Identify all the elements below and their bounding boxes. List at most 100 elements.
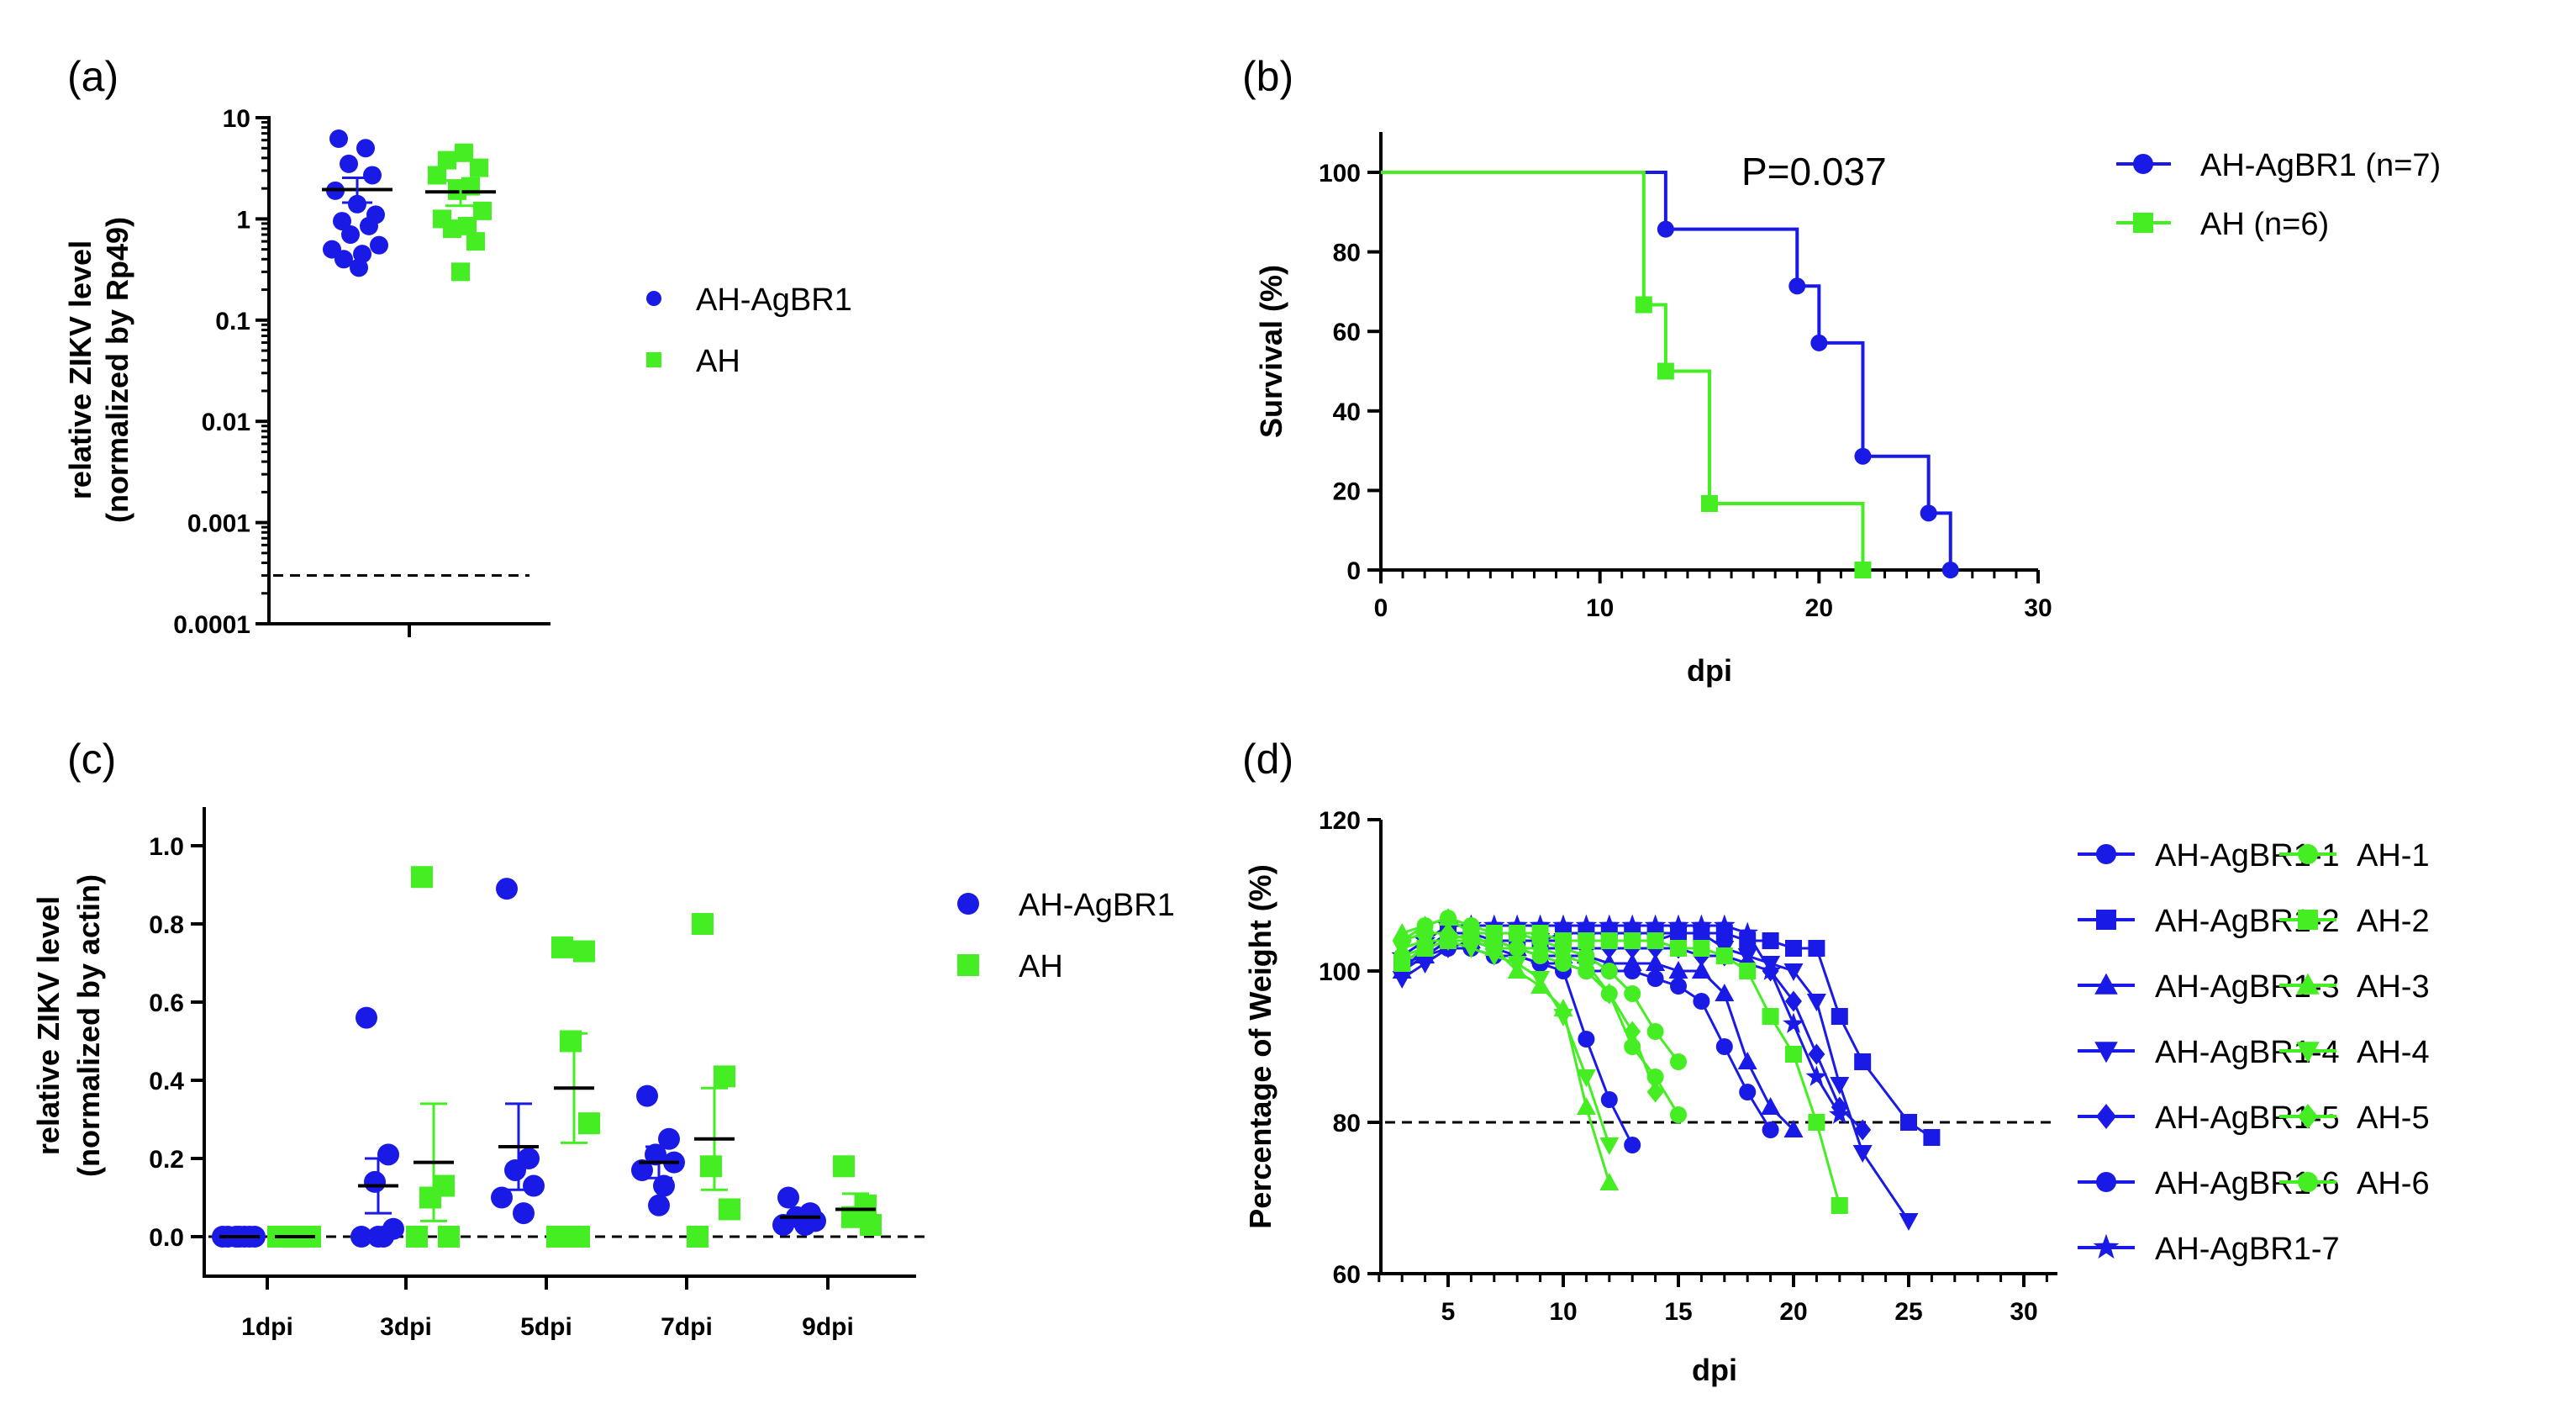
- d-point: [1416, 940, 1434, 957]
- a-y-label-line1: relative ZIKV level: [63, 240, 97, 499]
- c-point: [648, 1194, 670, 1216]
- d-point: [1529, 914, 1551, 935]
- d-point: [1393, 930, 1411, 952]
- c-point: [719, 1198, 740, 1221]
- c-point: [573, 940, 595, 963]
- d-point: [1646, 970, 1664, 987]
- d-point: [1759, 959, 1782, 980]
- d-point: [1483, 914, 1505, 935]
- c-y-tick-label: 0.0: [149, 1224, 184, 1252]
- d-point: [1440, 932, 1457, 949]
- d-point: [1761, 1097, 1781, 1115]
- c-point: [631, 1158, 653, 1181]
- d-point: [1762, 1121, 1779, 1138]
- d-point: [1668, 961, 1688, 979]
- d-legend-marker: [2298, 910, 2318, 930]
- c-y-label-line1: relative ZIKV level: [31, 896, 66, 1155]
- d-point: [1900, 1114, 1917, 1131]
- d-point: [1739, 963, 1757, 979]
- c-point: [406, 1226, 428, 1248]
- b-y-tick-label: 40: [1333, 398, 1361, 426]
- a-point-0: [348, 194, 366, 214]
- d-legend-marker: [2096, 1172, 2116, 1192]
- d-legend-marker: [2096, 910, 2116, 930]
- a-point-1: [428, 166, 446, 185]
- panel-c-label: (c): [67, 736, 116, 783]
- a-point-1: [443, 219, 461, 239]
- d-legend-label: AH-AgBR1-7: [2155, 1232, 2340, 1267]
- c-legend-marker: [957, 893, 979, 915]
- a-point-0: [363, 166, 382, 185]
- d-legend-marker: [2093, 1233, 2120, 1259]
- d-point: [1624, 932, 1641, 949]
- b-y-tick-label: 100: [1319, 160, 1361, 187]
- d-point: [1670, 940, 1687, 957]
- a-y-tick-label: 1: [236, 206, 250, 234]
- d-y-tick-label: 120: [1319, 807, 1361, 835]
- d-point: [1599, 1173, 1620, 1190]
- d-legend-label: AH-3: [2357, 969, 2430, 1005]
- d-point: [1854, 1119, 1872, 1141]
- d-point: [1646, 932, 1664, 949]
- a-point-1: [451, 262, 470, 282]
- c-legend-label: AH: [1019, 949, 1063, 984]
- c-point: [411, 866, 433, 889]
- d-point: [1715, 984, 1735, 1001]
- d-point: [1808, 940, 1825, 957]
- c-x-tick-label: 5dpi: [520, 1313, 572, 1341]
- d-x-tick-label: 20: [1779, 1298, 1807, 1326]
- d-point: [1600, 932, 1618, 949]
- c-y-tick-label: 0.4: [149, 1068, 184, 1095]
- d-legend-marker: [2094, 973, 2118, 995]
- a-legend-marker: [646, 291, 661, 306]
- c-point: [419, 1186, 441, 1209]
- d-point: [1509, 940, 1526, 957]
- d-point: [1553, 1009, 1573, 1026]
- d-point: [1507, 956, 1527, 974]
- d-point: [1624, 1038, 1641, 1055]
- d-point: [1578, 963, 1595, 979]
- d-point: [1622, 953, 1642, 971]
- d-legend-marker: [2298, 1104, 2318, 1129]
- d-point: [1552, 914, 1574, 935]
- d-legend-marker: [2096, 1104, 2116, 1129]
- d-point: [1576, 1069, 1596, 1087]
- b-survival-line: [1381, 171, 1865, 570]
- c-y-tick-label: 0.2: [149, 1146, 184, 1174]
- d-point: [1806, 994, 1826, 1011]
- a-point-1: [458, 216, 477, 235]
- d-point: [1739, 1084, 1757, 1100]
- c-point: [551, 936, 573, 958]
- d-series-line: [1401, 931, 1933, 1139]
- a-point-0: [356, 139, 375, 158]
- d-point: [1646, 1023, 1664, 1040]
- d-point: [1509, 925, 1526, 942]
- d-point: [1506, 914, 1529, 935]
- c-point: [636, 1084, 658, 1107]
- d-legend-marker: [2296, 1042, 2320, 1063]
- d-point: [1737, 1052, 1757, 1069]
- b-point: [1788, 277, 1806, 295]
- c-point: [377, 1143, 399, 1166]
- b-y-tick-label: 80: [1333, 240, 1361, 267]
- a-y-label-line2: (normalized by Rp49): [100, 217, 134, 523]
- a-point-1: [438, 150, 456, 170]
- c-point: [568, 1226, 590, 1248]
- c-point: [578, 1112, 600, 1135]
- d-point: [1715, 947, 1733, 964]
- c-point: [777, 1186, 799, 1209]
- c-point: [833, 1155, 855, 1178]
- c-point: [546, 1226, 568, 1248]
- a-legend-label: AH: [696, 344, 740, 379]
- c-point: [687, 1226, 709, 1248]
- d-x-tick-label: 5: [1441, 1298, 1456, 1326]
- d-legend-label: AH-6: [2357, 1166, 2430, 1201]
- d-point: [1599, 1137, 1620, 1155]
- d-point: [1693, 940, 1710, 957]
- c-point: [496, 878, 518, 900]
- b-point: [1854, 447, 1872, 465]
- c-point: [367, 1226, 389, 1248]
- a-legend-marker: [646, 352, 661, 367]
- d-point: [1530, 971, 1551, 989]
